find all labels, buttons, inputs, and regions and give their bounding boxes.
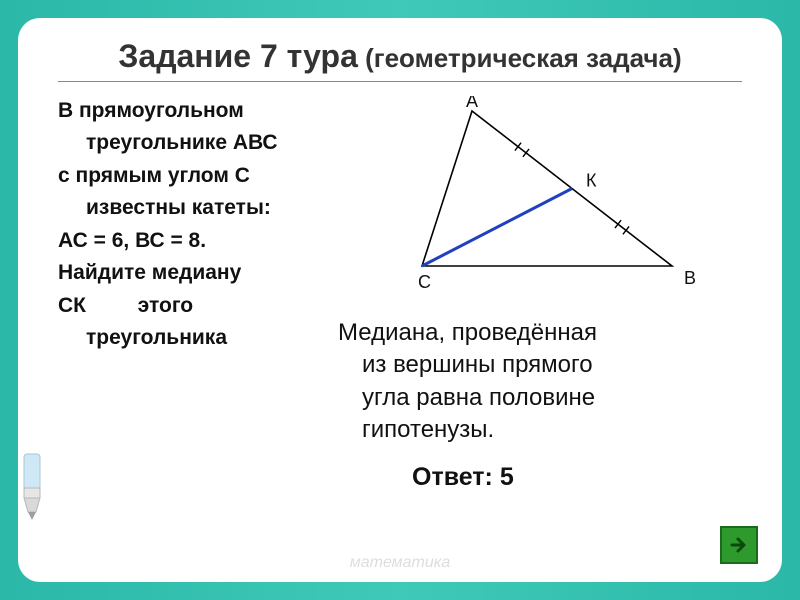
problem-etogo: этого <box>138 294 193 317</box>
title-sub: (геометрическая задача) <box>358 43 682 73</box>
conclusion-text: Медиана, проведённая из вершины прямого … <box>338 317 742 447</box>
svg-text:К: К <box>586 171 597 191</box>
answer-label: Ответ: 5 <box>412 463 742 492</box>
problem-line: СК этого <box>58 291 308 321</box>
title-main: Задание 7 тура <box>118 38 358 74</box>
problem-line: с прямым углом С <box>58 161 308 191</box>
problem-line: треугольника <box>58 323 308 353</box>
svg-text:А: А <box>466 96 478 111</box>
right-column: А В С К Медиана, проведённая из вершины … <box>332 96 742 492</box>
title-divider <box>58 81 742 82</box>
footer-label: математика <box>350 554 450 572</box>
slide-inner: Задание 7 тура (геометрическая задача) В… <box>18 18 782 582</box>
conclusion-line: из вершины прямого <box>338 349 742 381</box>
marker-icon <box>16 452 48 522</box>
problem-line: Найдите медиану <box>58 258 308 288</box>
problem-text: В прямоугольном треугольнике АВС с прямы… <box>58 96 308 492</box>
next-button[interactable] <box>720 526 758 564</box>
content-row: В прямоугольном треугольнике АВС с прямы… <box>58 96 742 492</box>
problem-line: В прямоугольном <box>58 96 308 126</box>
arrow-right-icon <box>729 535 749 555</box>
problem-line: АС = 6, ВС = 8. <box>58 226 308 256</box>
conclusion-line: гипотенузы. <box>338 414 742 446</box>
triangle-figure: А В С К <box>352 96 712 306</box>
problem-line: треугольнике АВС <box>58 128 308 158</box>
slide-title: Задание 7 тура (геометрическая задача) <box>58 38 742 75</box>
slide-frame: Задание 7 тура (геометрическая задача) В… <box>0 0 800 600</box>
problem-line: известны катеты: <box>58 193 308 223</box>
conclusion-line: Медиана, проведённая <box>338 317 742 349</box>
svg-text:С: С <box>418 272 431 292</box>
svg-text:В: В <box>684 268 696 288</box>
problem-ck: СК <box>58 294 86 317</box>
conclusion-line: угла равна половине <box>338 382 742 414</box>
